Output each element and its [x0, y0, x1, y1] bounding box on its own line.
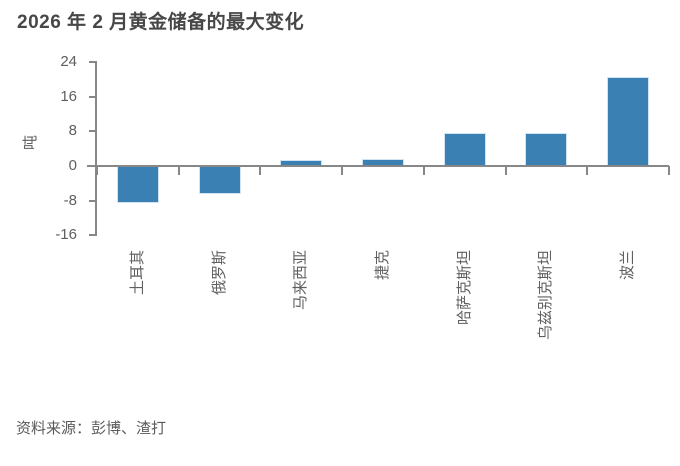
x-tick [668, 166, 670, 175]
x-category-label: 马来西亚 [292, 250, 310, 311]
x-tick [96, 166, 98, 175]
y-tick [89, 60, 95, 63]
y-tick [89, 130, 95, 133]
x-tick [259, 166, 262, 175]
x-category-label: 土耳其 [128, 250, 146, 296]
chart-bar-6 [525, 133, 568, 167]
y-tick [89, 199, 95, 202]
chart-bar-7 [607, 77, 650, 167]
x-category-label: 乌兹别克斯坦 [537, 250, 555, 341]
x-tick [341, 166, 344, 175]
y-tick [89, 234, 95, 237]
y-tick-label: 16 [60, 87, 77, 105]
y-tick [87, 165, 95, 167]
x-tick [504, 166, 507, 175]
chart-title: 2026 年 2 月黄金储备的最大变化 [17, 12, 305, 33]
x-category-label: 波兰 [619, 250, 637, 281]
y-tick-label: -8 [63, 191, 77, 209]
chart-bar-5 [443, 133, 486, 167]
x-axis-line [95, 165, 669, 167]
y-tick-label: -16 [55, 226, 77, 244]
y-tick-label: 0 [68, 157, 77, 174]
x-tick [422, 166, 425, 175]
x-category-label: 俄罗斯 [210, 250, 228, 296]
x-category-label: 哈萨克斯坦 [455, 250, 473, 326]
y-tick [89, 95, 95, 98]
y-axis-line [95, 60, 97, 237]
chart-bar-1 [116, 166, 159, 204]
chart-bar-2 [198, 166, 241, 195]
y-tick-label: 24 [60, 52, 77, 70]
y-tick-label: 8 [68, 122, 77, 140]
x-category-label: 捷克 [374, 250, 391, 281]
x-tick [177, 166, 180, 175]
source-note: 资料来源：彭博、渣打 [16, 420, 167, 437]
x-tick [586, 166, 589, 175]
